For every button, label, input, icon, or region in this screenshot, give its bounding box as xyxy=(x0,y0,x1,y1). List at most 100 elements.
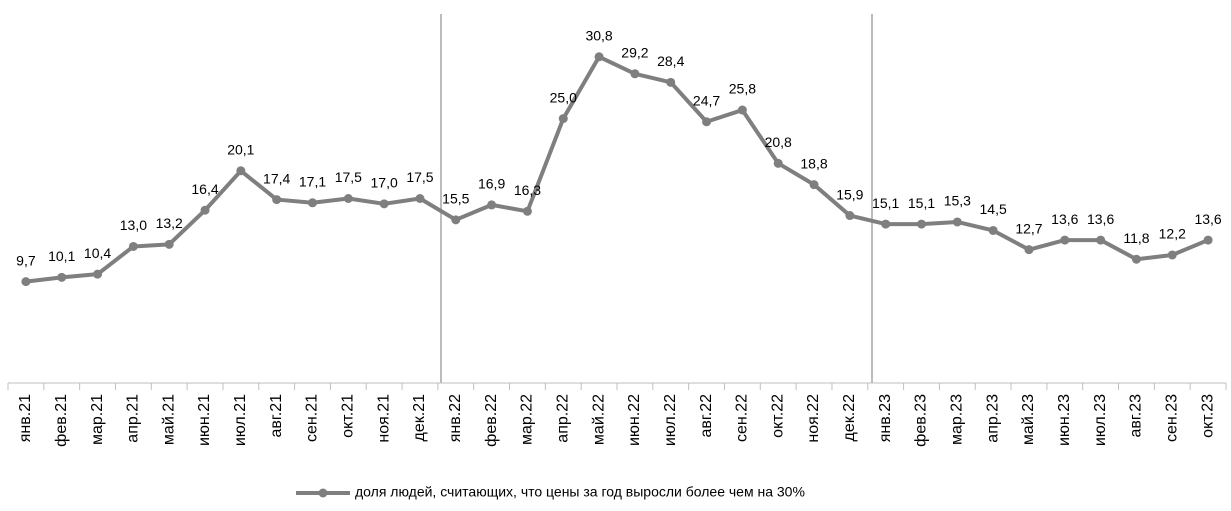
data-point xyxy=(1167,250,1177,260)
data-label: 12,2 xyxy=(1159,226,1186,242)
x-tick-label: авг.21 xyxy=(268,394,285,438)
data-label: 13,6 xyxy=(1051,211,1078,227)
x-tick-label: янв.22 xyxy=(447,394,464,442)
data-label: 29,2 xyxy=(621,45,648,61)
data-point xyxy=(522,206,532,216)
data-label: 13,6 xyxy=(1194,211,1221,227)
data-label: 16,9 xyxy=(478,176,505,192)
data-label: 15,1 xyxy=(872,195,899,211)
data-point xyxy=(917,219,926,229)
x-tick-label: июл.21 xyxy=(232,394,249,446)
data-point xyxy=(343,194,353,203)
data-label: 11,8 xyxy=(1123,230,1149,246)
data-label: 13,6 xyxy=(1087,211,1114,227)
data-point xyxy=(57,272,67,282)
x-tick-label: окт.22 xyxy=(769,394,786,438)
data-point xyxy=(379,199,389,209)
data-point xyxy=(952,217,962,227)
data-point xyxy=(737,105,747,115)
data-point xyxy=(881,219,891,229)
data-label: 15,3 xyxy=(944,193,971,209)
data-label: 17,5 xyxy=(406,169,433,185)
data-label: 24,7 xyxy=(693,92,720,108)
x-tick-label: сен.22 xyxy=(734,394,751,442)
data-point xyxy=(164,239,174,249)
data-label: 16,4 xyxy=(191,181,218,197)
data-point xyxy=(1060,235,1070,245)
x-tick-label: апр.23 xyxy=(984,394,1001,443)
data-point xyxy=(415,194,425,203)
x-tick-label: май.22 xyxy=(590,394,607,445)
data-label: 20,8 xyxy=(765,134,792,150)
data-point xyxy=(451,215,461,225)
x-tick-label: фев.23 xyxy=(913,394,930,447)
legend-label: доля людей, считающих, что цены за год в… xyxy=(355,484,805,500)
x-tick-label: апр.22 xyxy=(554,394,571,443)
x-tick-label: дек.22 xyxy=(841,394,858,442)
x-tick-label: сен.23 xyxy=(1163,394,1180,442)
data-point xyxy=(200,205,210,215)
data-label: 30,8 xyxy=(585,27,612,43)
data-label: 18,8 xyxy=(800,155,827,171)
x-tick-label: мар.21 xyxy=(89,394,106,445)
data-label: 17,1 xyxy=(299,173,326,189)
x-tick-label: окт.21 xyxy=(340,394,357,438)
x-tick-label: фев.21 xyxy=(53,394,70,447)
data-label: 20,1 xyxy=(227,141,254,157)
data-point xyxy=(1096,235,1106,245)
x-tick-label: авг.23 xyxy=(1128,394,1145,438)
x-tick-label: фев.22 xyxy=(483,394,500,447)
data-label: 13,0 xyxy=(120,217,147,233)
x-tick-label: ноя.22 xyxy=(805,394,822,443)
data-point xyxy=(1024,245,1034,255)
data-point xyxy=(558,114,568,124)
x-tick-label: июл.22 xyxy=(662,394,679,446)
x-tick-label: ноя.21 xyxy=(375,394,392,443)
x-tick-label: май.21 xyxy=(160,394,177,445)
x-tick-label: янв.23 xyxy=(877,394,894,442)
data-label: 14,5 xyxy=(980,201,1007,217)
data-point xyxy=(594,52,604,62)
data-point xyxy=(272,195,282,205)
data-label: 25,0 xyxy=(550,89,577,105)
data-label: 15,1 xyxy=(908,195,935,211)
x-tick-label: май.23 xyxy=(1020,394,1037,445)
legend-marker xyxy=(318,488,328,498)
x-tick-label: дек.21 xyxy=(411,394,428,442)
data-point xyxy=(809,180,819,190)
data-point xyxy=(236,166,246,176)
data-point xyxy=(630,69,640,79)
x-tick-label: мар.23 xyxy=(949,394,966,445)
data-label: 16,3 xyxy=(514,182,541,198)
x-tick-label: июн.23 xyxy=(1056,394,1073,446)
data-point xyxy=(1131,254,1141,264)
x-tick-label: мар.22 xyxy=(519,394,536,445)
data-label: 10,1 xyxy=(48,248,75,264)
data-point xyxy=(128,241,138,251)
data-label: 17,4 xyxy=(263,170,290,186)
data-point xyxy=(702,117,712,127)
series-line xyxy=(25,54,1209,284)
x-tick-label: авг.22 xyxy=(698,394,715,438)
data-label: 17,0 xyxy=(371,175,398,191)
x-tick-label: апр.21 xyxy=(125,394,142,443)
data-label: 13,2 xyxy=(156,215,183,231)
data-point xyxy=(773,158,783,168)
data-label: 15,9 xyxy=(836,186,863,202)
x-tick-label: окт.23 xyxy=(1199,394,1216,438)
x-tick-label: июн.22 xyxy=(626,394,643,446)
x-tick-label: сен.21 xyxy=(304,394,321,442)
data-point xyxy=(666,77,676,87)
data-label: 9,7 xyxy=(16,252,36,268)
data-label: 25,8 xyxy=(729,81,756,97)
data-label: 15,5 xyxy=(442,191,469,207)
data-point xyxy=(845,211,855,221)
data-label: 10,4 xyxy=(84,245,111,261)
data-point xyxy=(988,225,998,235)
data-point xyxy=(93,269,103,279)
data-label: 17,5 xyxy=(335,169,362,185)
x-tick-label: июл.23 xyxy=(1092,394,1109,446)
x-tick-label: июн.21 xyxy=(196,394,213,446)
data-point xyxy=(308,198,317,208)
